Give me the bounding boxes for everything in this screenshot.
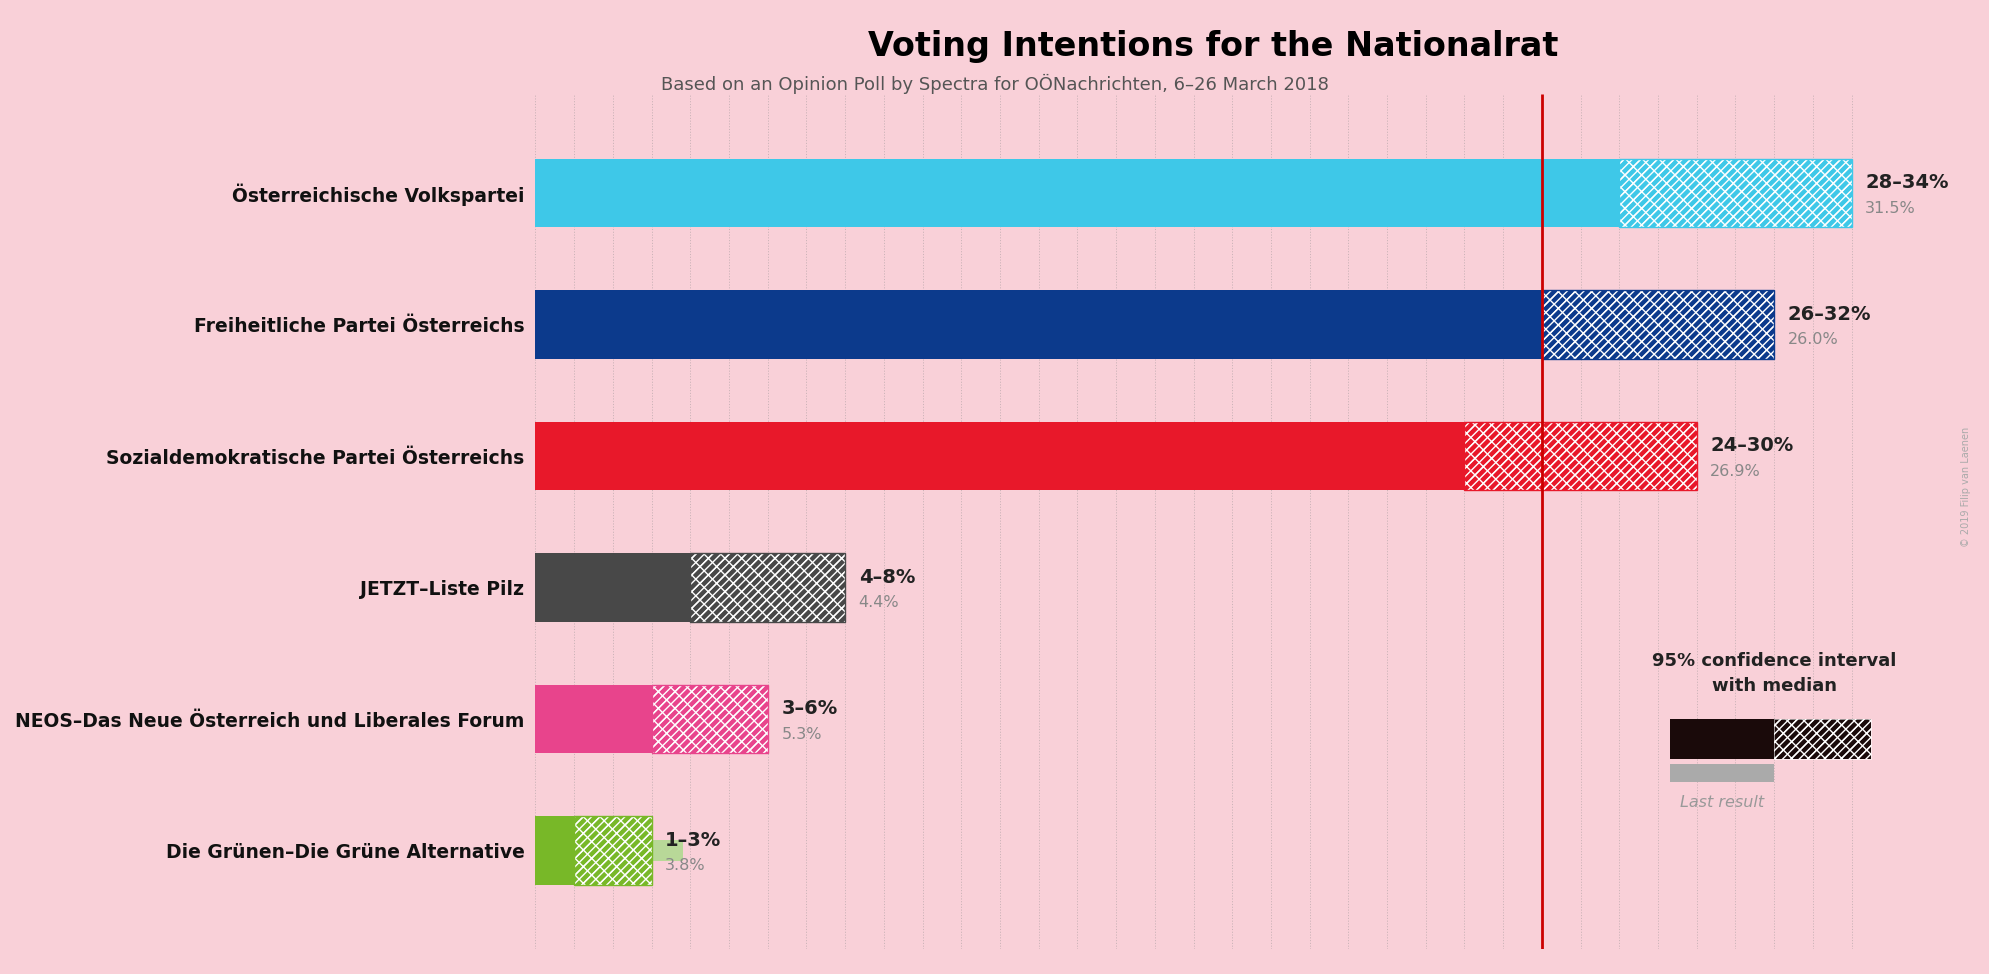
Bar [575,816,650,884]
Bar [1619,159,1850,227]
Title: Voting Intentions for the Nationalrat: Voting Intentions for the Nationalrat [867,29,1557,62]
Bar [690,553,845,621]
Bar [690,553,845,621]
Bar [535,816,575,884]
Text: 1–3%: 1–3% [664,831,722,849]
Bar [535,578,698,598]
Bar [650,685,768,753]
Text: 26.0%: 26.0% [1786,332,1838,348]
Text: Last result: Last result [1679,795,1762,809]
Text: 28–34%: 28–34% [1864,173,1947,192]
Bar [535,553,690,621]
Text: 3–6%: 3–6% [782,699,837,718]
Bar [690,553,845,621]
Text: © 2019 Filip van Laenen: © 2019 Filip van Laenen [1959,427,1971,547]
Text: 4.4%: 4.4% [859,595,899,611]
Bar [650,685,768,753]
Text: 3.8%: 3.8% [664,858,706,874]
Bar [1619,159,1850,227]
Bar [535,183,1541,204]
Bar [575,816,650,884]
Text: 26–32%: 26–32% [1786,305,1870,323]
Bar [535,290,1541,358]
Text: 31.5%: 31.5% [1864,201,1915,216]
Bar [535,315,1329,335]
Bar [1541,290,1774,358]
Bar [1541,290,1774,358]
Text: 5.3%: 5.3% [782,727,821,742]
Bar [1669,764,1774,781]
Bar [1464,422,1697,490]
Bar [1619,159,1850,227]
Bar [1774,719,1870,759]
Bar [1464,422,1697,490]
Bar [1541,290,1774,358]
Bar [690,553,845,621]
Bar [650,685,768,753]
Bar [1669,719,1774,759]
Bar [1774,719,1870,759]
Bar [535,446,1571,467]
Bar [535,841,682,861]
Bar [535,685,650,753]
Text: Based on an Opinion Poll by Spectra for OÖNachrichten, 6–26 March 2018: Based on an Opinion Poll by Spectra for … [660,74,1329,94]
Bar [1774,719,1870,759]
Text: 26.9%: 26.9% [1709,464,1760,479]
Bar [650,685,768,753]
Text: 95% confidence interval
with median: 95% confidence interval with median [1651,652,1896,694]
Bar [1464,422,1697,490]
Bar [1464,422,1697,490]
Bar [535,159,1619,227]
Bar [535,709,728,730]
Bar [535,422,1464,490]
Text: 24–30%: 24–30% [1709,436,1792,455]
Bar [1541,290,1774,358]
Bar [575,816,650,884]
Bar [1619,159,1850,227]
Bar [575,816,650,884]
Text: 4–8%: 4–8% [859,568,915,586]
